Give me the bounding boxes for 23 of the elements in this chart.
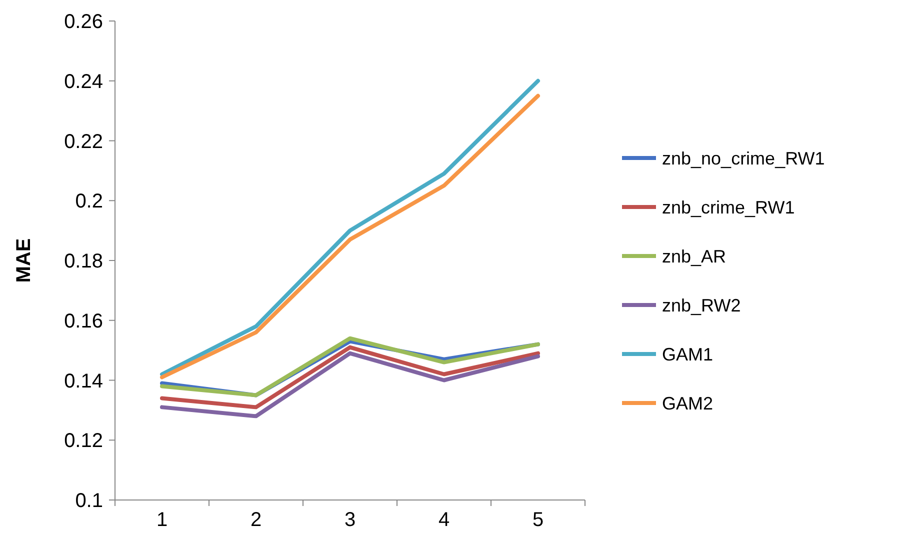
legend-label: znb_crime_RW1 — [662, 197, 795, 218]
x-tick-label: 2 — [250, 509, 262, 531]
legend-label: GAM1 — [662, 344, 714, 364]
y-tick-label: 0.16 — [64, 310, 103, 332]
y-tick-label: 0.24 — [64, 70, 103, 93]
y-tick-label: 0.26 — [64, 11, 103, 33]
y-axis-title: MAE — [13, 238, 35, 283]
line-series — [160, 345, 540, 410]
legend-label: znb_no_crime_RW1 — [662, 148, 825, 168]
x-tick-label: 3 — [344, 509, 356, 531]
line-series — [160, 351, 540, 418]
y-tick-label: 0.2 — [75, 190, 103, 213]
y-tick-label: 0.1 — [75, 490, 103, 512]
x-tick-label: 4 — [438, 509, 450, 531]
y-tick-label: 0.18 — [64, 250, 103, 272]
x-tick-label: 5 — [532, 509, 544, 531]
legend-label: GAM2 — [662, 393, 714, 414]
y-tick-label: 0.12 — [64, 430, 103, 452]
legend-label: znb_RW2 — [662, 295, 741, 316]
legend-label: znb_AR — [662, 246, 726, 266]
y-tick-label: 0.22 — [64, 130, 103, 153]
x-tick-label: 1 — [156, 509, 168, 531]
y-tick-label: 0.14 — [64, 370, 103, 392]
